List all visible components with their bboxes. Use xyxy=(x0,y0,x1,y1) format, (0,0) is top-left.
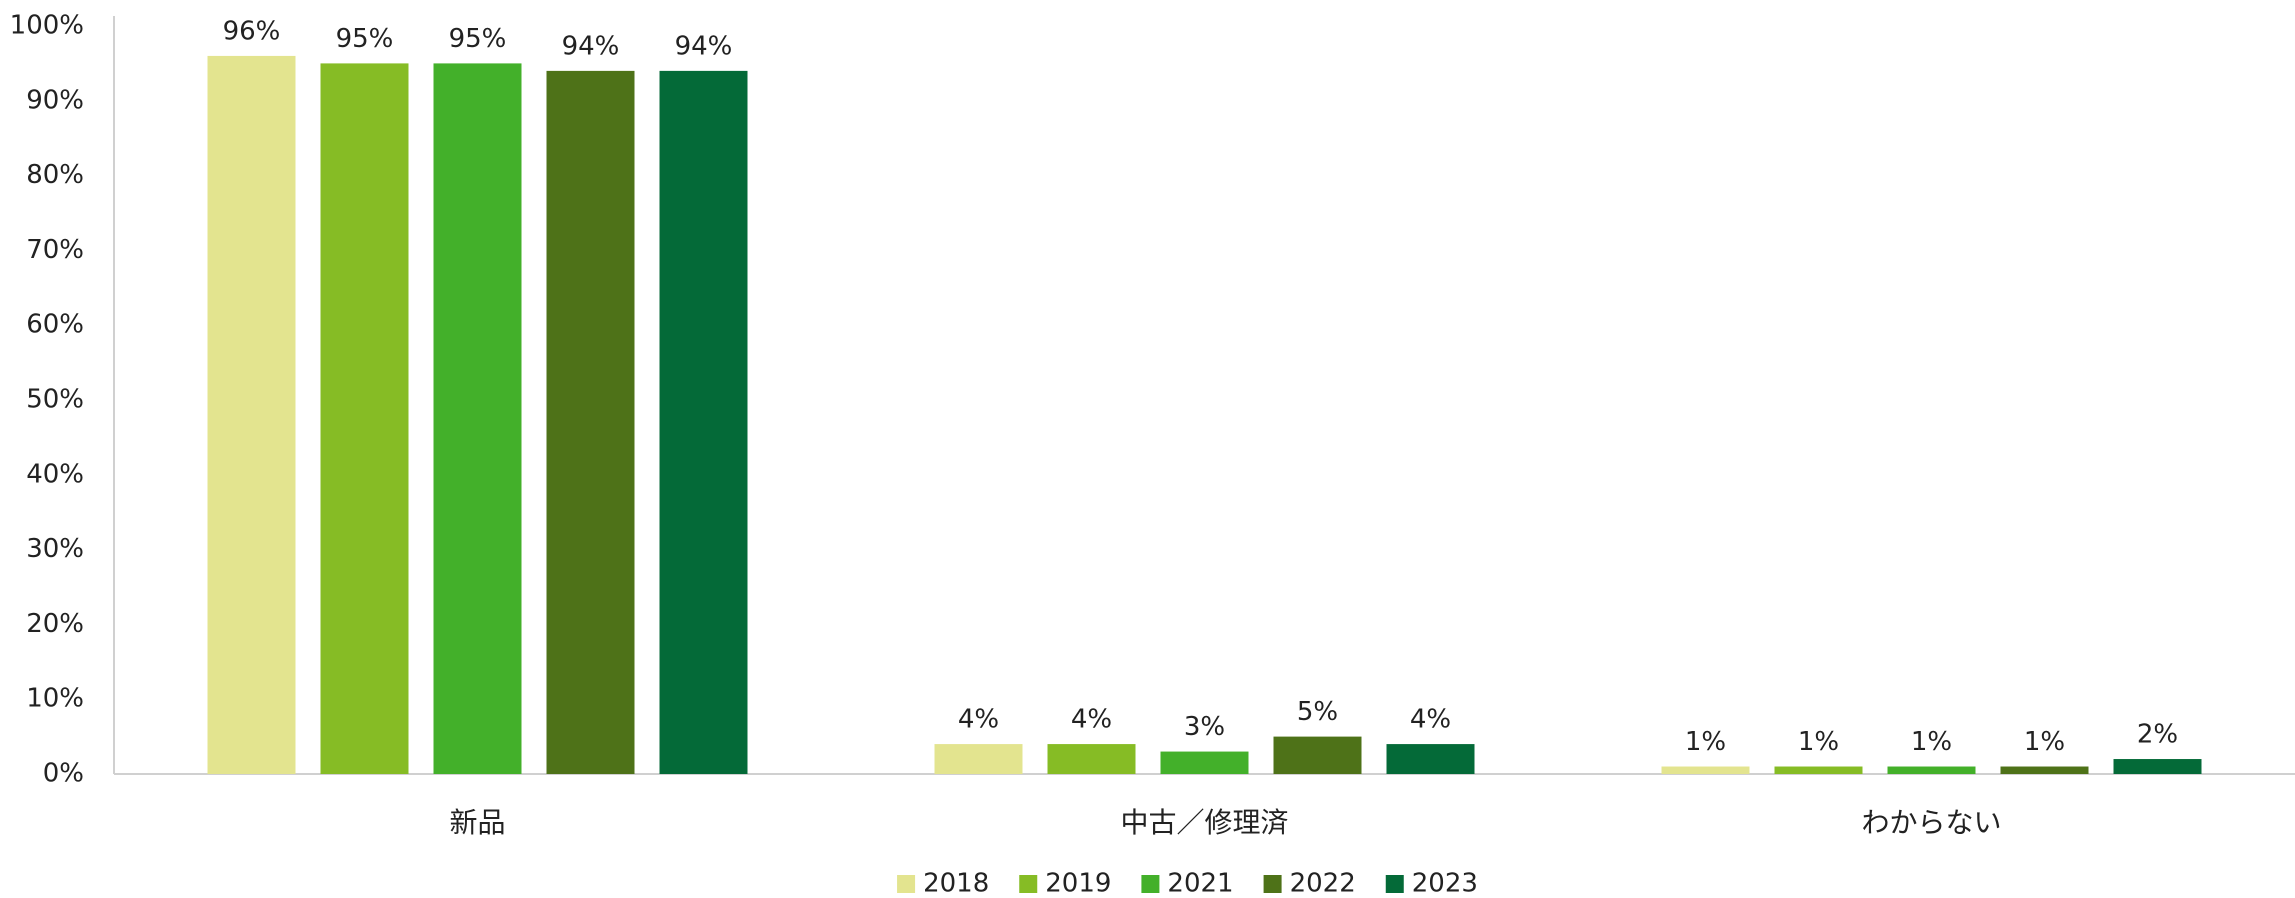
bar xyxy=(1386,744,1475,774)
data-label: 94% xyxy=(675,31,733,61)
legend-swatch xyxy=(1385,875,1404,893)
bar xyxy=(1774,766,1863,774)
legend-swatch xyxy=(897,875,916,893)
y-tick-label: 60% xyxy=(26,310,84,340)
data-label: 1% xyxy=(1798,727,1839,757)
legend-label: 2019 xyxy=(1045,869,1111,898)
x-tick-label: わからない xyxy=(1861,806,2001,839)
bar xyxy=(433,63,522,774)
bar xyxy=(2000,766,2089,774)
legend-label: 2018 xyxy=(923,869,989,898)
legend-label: 2023 xyxy=(1412,869,1478,898)
y-tick-label: 70% xyxy=(26,235,84,265)
bar xyxy=(1273,736,1362,774)
bar xyxy=(1661,766,1750,774)
bar xyxy=(1160,751,1249,774)
bar xyxy=(546,70,635,774)
y-tick-label: 40% xyxy=(26,459,84,489)
bar xyxy=(1887,766,1976,774)
x-tick-label: 新品 xyxy=(449,806,505,839)
bar xyxy=(207,55,296,775)
legend-label: 2022 xyxy=(1290,869,1356,898)
data-label: 5% xyxy=(1297,697,1338,727)
y-tick-label: 90% xyxy=(26,85,84,115)
data-label: 3% xyxy=(1184,712,1225,742)
data-label: 1% xyxy=(1685,727,1726,757)
data-label: 95% xyxy=(336,24,394,54)
bar xyxy=(1047,744,1136,774)
legend-label: 2021 xyxy=(1167,869,1233,898)
y-tick-label: 30% xyxy=(26,534,84,564)
x-tick-label: 中古／修理済 xyxy=(1120,806,1288,839)
y-tick-label: 0% xyxy=(43,759,84,789)
legend-swatch xyxy=(1263,875,1282,893)
data-label: 95% xyxy=(449,24,507,54)
data-label: 2% xyxy=(2137,720,2178,750)
y-tick-label: 80% xyxy=(26,160,84,190)
y-tick-label: 10% xyxy=(26,684,84,714)
bar xyxy=(659,70,748,774)
y-tick-label: 100% xyxy=(10,11,84,41)
data-label: 96% xyxy=(223,16,281,46)
data-label: 4% xyxy=(1410,705,1451,735)
data-label: 94% xyxy=(562,31,620,61)
data-label: 1% xyxy=(1911,727,1952,757)
data-label: 4% xyxy=(1071,705,1112,735)
bar xyxy=(934,744,1023,774)
bar xyxy=(2113,759,2202,774)
data-label: 1% xyxy=(2024,727,2065,757)
legend-swatch xyxy=(1019,875,1038,893)
bar xyxy=(320,63,409,774)
y-tick-label: 20% xyxy=(26,609,84,639)
y-tick-label: 50% xyxy=(26,385,84,415)
data-label: 4% xyxy=(958,705,999,735)
legend-swatch xyxy=(1141,875,1160,893)
